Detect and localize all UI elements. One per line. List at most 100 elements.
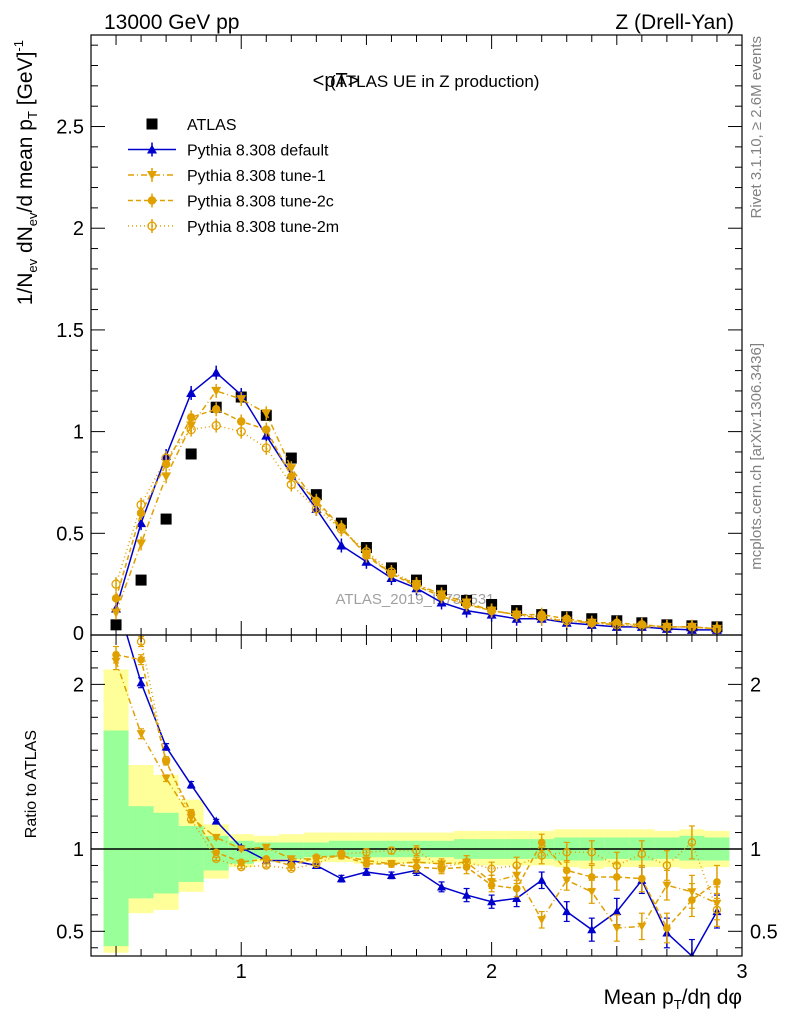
main-series-point [261, 409, 272, 419]
main-series-point [436, 591, 447, 602]
main-series-point [236, 395, 247, 405]
atlas-data-point [110, 619, 122, 631]
ratio-y-axis-title: Ratio to ATLAS [23, 730, 40, 838]
ratio-series-point [137, 655, 145, 664]
legend-marker [147, 171, 157, 180]
main-series-point [261, 443, 271, 453]
ratio-series-point [487, 864, 496, 874]
ratio-series-point [286, 855, 296, 864]
ratio-series-point [211, 833, 221, 842]
legend-entry-label: Pythia 8.308 default [187, 143, 329, 160]
ratio-series-point [161, 755, 171, 765]
x-tick-label: 3 [736, 961, 747, 983]
legend-entry-label: Pythia 8.308 tune-2m [187, 219, 339, 236]
ratio-series-point [287, 864, 296, 874]
header-process-label: Z (Drell-Yan) [615, 11, 734, 34]
plot-subtitle: (ATLAS UE in Z production) [330, 72, 539, 91]
header-energy-label: 13000 GeV pp [104, 11, 239, 34]
ratio-series-point [362, 848, 371, 857]
main-series-point [211, 420, 221, 431]
ratio-series-point [713, 878, 721, 886]
ratio-series-point [512, 884, 521, 893]
main-series-point [411, 579, 422, 589]
main-series-point [111, 608, 122, 618]
ratio-series-point [262, 855, 271, 863]
main-series-point [311, 504, 321, 514]
ratio-band-inner [178, 825, 204, 882]
ratio-band-inner [654, 837, 680, 859]
ratio-band-inner [128, 806, 154, 899]
ratio-series-line [126, 635, 718, 956]
legend-marker [147, 221, 157, 231]
ratio-series-point [437, 882, 447, 891]
ratio-series-point [688, 896, 696, 904]
main-series-point [136, 518, 147, 528]
main-series-point [286, 464, 297, 474]
ratio-series-point [487, 897, 497, 906]
ratio-series-point [387, 859, 396, 868]
main-series-point [562, 616, 572, 626]
main-series-point [111, 594, 121, 603]
analysis-watermark: ATLAS_2019_I1736531 [335, 591, 494, 608]
ratio-series-point [587, 873, 596, 881]
ratio-series-point [387, 846, 396, 855]
main-series-point [186, 424, 196, 435]
main-y-tick-label: 0 [73, 623, 84, 645]
legend-entry-label: ATLAS [187, 117, 237, 134]
ratio-y-tick-label-right: 1 [750, 839, 761, 861]
ratio-series-point [362, 859, 371, 868]
ratio-series-point [211, 854, 221, 864]
ratio-series-point [562, 848, 571, 857]
main-series-point [186, 413, 196, 422]
main-y-tick-label: 2.5 [56, 117, 84, 139]
ratio-series-point [487, 881, 496, 890]
ratio-series-point [312, 859, 321, 869]
atlas-data-point [160, 513, 172, 525]
main-series-point [236, 417, 246, 426]
main-series-point [286, 479, 296, 490]
x-axis-title: Mean pT/dη dφ [604, 986, 742, 1012]
ratio-series-point [186, 780, 196, 789]
main-series-point [336, 540, 347, 550]
legend-entry-label: Pythia 8.308 tune-2c [187, 194, 334, 211]
main-series-point [461, 599, 472, 610]
main-series-point [587, 618, 597, 628]
ratio-series-point [512, 893, 522, 902]
ratio-plot-frame [90, 634, 743, 957]
rivet-version-label: Rivet 3.1.10, ≥ 2.6M events [748, 36, 765, 219]
ratio-series-point [637, 922, 647, 931]
main-series-point [336, 524, 347, 534]
main-series-point [386, 567, 397, 577]
ratio-series-point [236, 845, 246, 854]
plot-title-main: <pT> [313, 70, 360, 92]
ratio-series-point [587, 925, 597, 934]
main-y-tick-label: 1.5 [56, 320, 84, 342]
main-series-point [236, 426, 246, 437]
x-tick-label: 2 [486, 961, 497, 983]
ratio-series-point [412, 863, 421, 871]
ratio-series-point [412, 846, 421, 855]
ratio-band-inner [103, 730, 129, 947]
ratio-series-point [312, 853, 321, 862]
ratio-series-point [662, 881, 672, 890]
ratio-series-point [211, 816, 221, 825]
ratio-series-point [612, 924, 622, 933]
main-series-point [361, 546, 372, 557]
ratio-series-point [336, 874, 346, 883]
ratio-series-point [638, 874, 646, 883]
atlas-data-point [185, 448, 197, 460]
main-series-point [161, 453, 171, 463]
ratio-y-tick-label-right: 0.5 [750, 921, 778, 943]
ratio-series-point [612, 861, 622, 870]
mcplots-credit-label: mcplots.cern.ch [arXiv:1306.3436] [748, 343, 765, 570]
ratio-series-point [437, 862, 446, 872]
main-series-point [486, 605, 497, 616]
ratio-y-tick-label-left: 2 [73, 674, 84, 696]
ratio-series-point [136, 678, 146, 687]
ratio-series-point [462, 857, 471, 867]
ratio-band-inner [153, 812, 179, 894]
main-series-point [161, 472, 172, 482]
main-y-axis-title: 1/Nev dNev/d mean pT [GeV]-1 [11, 40, 40, 305]
main-series-point [111, 579, 121, 589]
